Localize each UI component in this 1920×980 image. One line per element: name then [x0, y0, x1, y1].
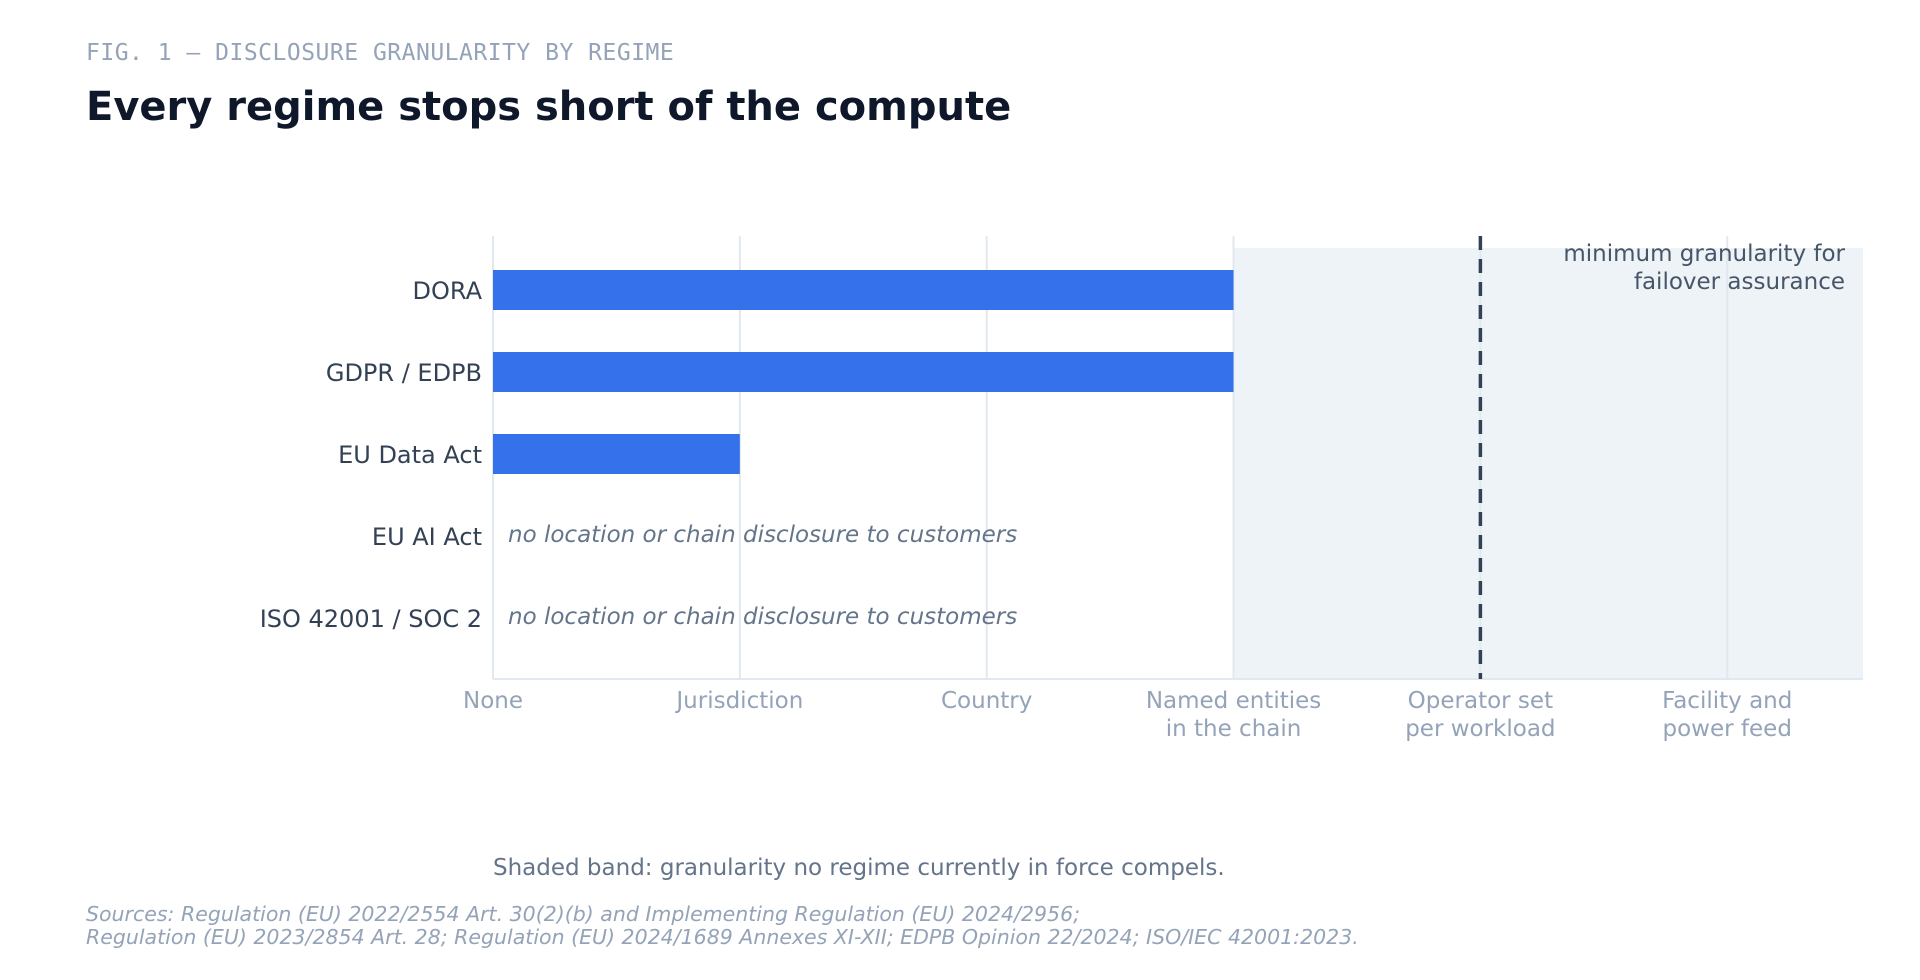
- chart-title: Every regime stops short of the compute: [86, 84, 1012, 130]
- x-tick-label-4: Operator set per workload: [1405, 688, 1555, 742]
- category-label-2: EU Data Act: [338, 441, 482, 469]
- x-tick-label-3: Named entities in the chain: [1146, 688, 1321, 742]
- bar-note-4: no location or chain disclosure to custo…: [508, 604, 1017, 630]
- sources-line-2: Regulation (EU) 2023/2854 Art. 28; Regul…: [86, 925, 1359, 949]
- x-tick-label-3-line-0: Named entities: [1146, 688, 1321, 714]
- x-tick-label-4-line-1: per workload: [1405, 716, 1555, 742]
- bar-0: [493, 270, 1234, 310]
- sources-note: Sources: Regulation (EU) 2022/2554 Art. …: [86, 903, 1359, 949]
- category-label-4: ISO 42001 / SOC 2: [260, 605, 482, 633]
- x-tick-label-1: Jurisdiction: [674, 688, 803, 714]
- x-tick-label-5-line-1: power feed: [1663, 716, 1792, 742]
- threshold-label-line-0: minimum granularity for: [1563, 241, 1845, 267]
- x-tick-label-5-line-0: Facility and: [1662, 688, 1792, 714]
- threshold-label-line-1: failover assurance: [1634, 269, 1845, 295]
- x-tick-label-5: Facility and power feed: [1662, 688, 1792, 742]
- x-tick-label-2: Country: [941, 688, 1032, 714]
- x-tick-label-2-line-0: Country: [941, 688, 1032, 714]
- category-label-0: DORA: [413, 277, 483, 305]
- x-tick-label-4-line-0: Operator set: [1408, 688, 1553, 714]
- x-tick-label-1-line-0: Jurisdiction: [674, 688, 803, 714]
- bar-1: [493, 352, 1234, 392]
- x-tick-label-0: None: [463, 688, 523, 714]
- bar-2: [493, 434, 740, 474]
- sources-line-1: Sources: Regulation (EU) 2022/2554 Art. …: [86, 902, 1081, 926]
- x-tick-label-0-line-0: None: [463, 688, 523, 714]
- bar-note-3: no location or chain disclosure to custo…: [508, 522, 1017, 548]
- category-label-1: GDPR / EDPB: [326, 359, 482, 387]
- x-tick-label-3-line-1: in the chain: [1166, 716, 1302, 742]
- shaded-band: [1233, 248, 1863, 679]
- threshold-label: minimum granularity for failover assuranc…: [1563, 241, 1845, 295]
- shaded-band-note: Shaded band: granularity no regime curre…: [493, 855, 1225, 881]
- figure-label: FIG. 1 — DISCLOSURE GRANULARITY BY REGIM…: [86, 40, 675, 66]
- category-label-3: EU AI Act: [372, 523, 482, 551]
